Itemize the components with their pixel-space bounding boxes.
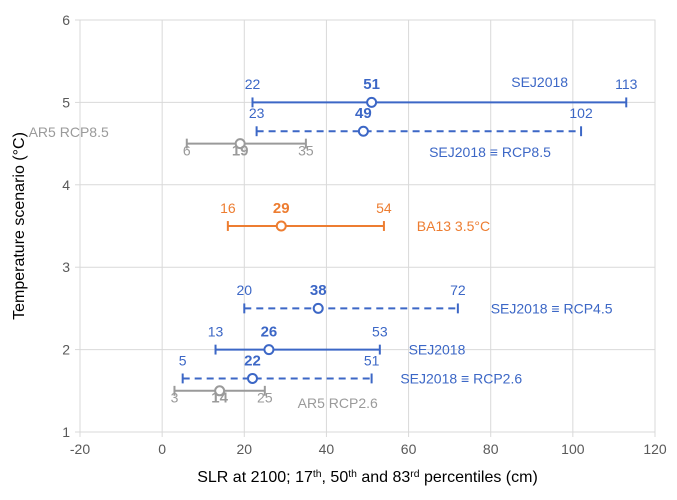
p50-label: 22 — [244, 352, 261, 369]
x-axis-title: SLR at 2100; 17th, 50th and 83rd percent… — [197, 469, 538, 487]
p50-label: 29 — [273, 200, 290, 217]
series-label: SEJ2018 ≡ RCP8.5 — [429, 144, 551, 160]
p50-label: 49 — [355, 105, 372, 122]
p50-label: 38 — [310, 282, 327, 299]
p17-label: 22 — [245, 76, 261, 92]
p50-label: 26 — [261, 323, 278, 340]
x-tick-label: -20 — [70, 441, 90, 457]
p83-label: 53 — [372, 323, 388, 339]
p83-label: 102 — [569, 105, 593, 121]
y-tick-label: 5 — [62, 94, 70, 110]
x-tick-label: 40 — [319, 441, 335, 457]
p50-label: 19 — [232, 142, 249, 159]
y-tick-label: 2 — [62, 342, 70, 358]
series-label: AR5 RCP8.5 — [29, 124, 109, 140]
x-tick-label: 20 — [236, 441, 252, 457]
p17-label: 6 — [183, 142, 191, 158]
series-label: AR5 RCP2.6 — [298, 395, 378, 411]
p17-label: 23 — [249, 105, 265, 121]
p17-label: 3 — [171, 390, 179, 406]
x-tick-label: 100 — [561, 441, 585, 457]
p50-label: 51 — [363, 76, 380, 93]
x-tick-label: 0 — [158, 441, 166, 457]
slr-percentile-chart: -20020406080100120123456SLR at 2100; 17t… — [0, 0, 677, 500]
p83-label: 72 — [450, 282, 466, 298]
series-label: BA13 3.5°C — [417, 218, 490, 234]
x-tick-label: 80 — [483, 441, 499, 457]
chart-container: -20020406080100120123456SLR at 2100; 17t… — [0, 0, 677, 500]
y-tick-label: 6 — [62, 12, 70, 28]
p17-label: 16 — [220, 200, 236, 216]
x-axis: -20 0 20 40 60 80 100 120 — [70, 432, 667, 457]
y-tick-label: 4 — [62, 177, 70, 193]
p83-label: 35 — [298, 142, 314, 158]
p50-label: 14 — [211, 390, 228, 407]
series-label: SEJ2018 ≡ RCP4.5 — [491, 300, 613, 316]
series-label: SEJ2018 — [511, 74, 568, 90]
x-tick-label: 120 — [643, 441, 667, 457]
p83-label: 25 — [257, 390, 273, 406]
y-axis-title: Temperature scenario (°C) — [11, 132, 28, 320]
series-label: SEJ2018 ≡ RCP2.6 — [400, 370, 522, 386]
p83-label: 54 — [376, 200, 392, 216]
p17-label: 5 — [179, 352, 187, 368]
series-label: SEJ2018 — [409, 342, 466, 358]
p83-label: 51 — [364, 352, 380, 368]
x-tick-label: 60 — [401, 441, 417, 457]
p17-label: 13 — [208, 323, 224, 339]
y-tick-label: 1 — [62, 424, 70, 440]
y-tick-label: 3 — [62, 259, 70, 275]
p17-label: 20 — [236, 282, 252, 298]
y-axis: 1 2 3 4 5 6 — [62, 12, 80, 440]
p83-label: 113 — [615, 76, 638, 92]
